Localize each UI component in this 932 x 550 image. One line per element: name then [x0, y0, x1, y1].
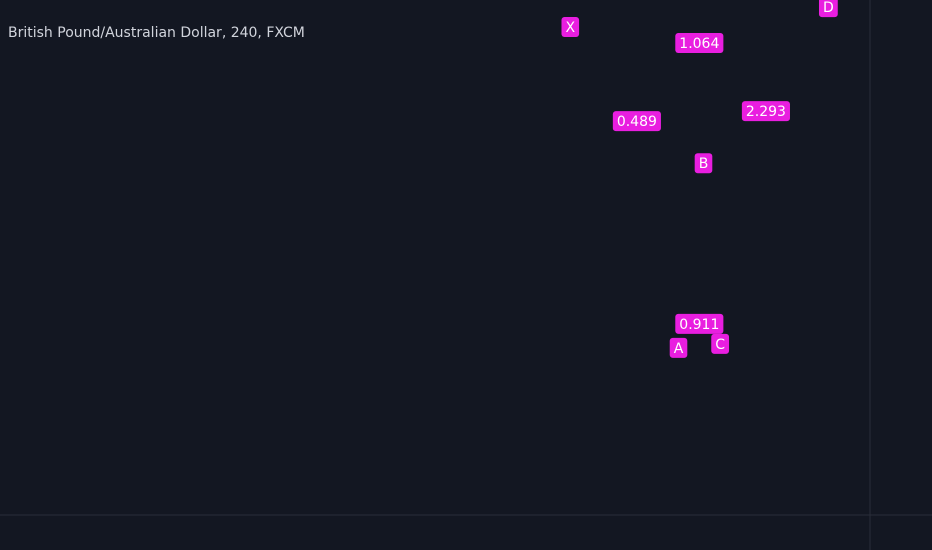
pattern-point-label-group: D [818, 0, 838, 18]
pattern-ratio-label-box [612, 111, 661, 132]
pattern-point-label: C [715, 337, 725, 353]
pattern-point-label-group: X [561, 16, 580, 37]
pattern-point-label-box [561, 16, 580, 37]
pattern-point-label-group: C [711, 333, 730, 354]
pattern-ratio-label: 1.064 [679, 36, 719, 52]
pattern-point-label-group: B [694, 153, 713, 174]
pattern-ratio-label-group: 0.911 [675, 313, 724, 334]
pattern-ratio-label: 0.489 [617, 114, 657, 130]
pattern-point-label-box [818, 0, 838, 18]
pattern-ratio-label-group: 1.064 [675, 33, 724, 54]
pattern-ratio-label: 0.911 [679, 317, 719, 333]
pattern-point-label: A [674, 341, 684, 357]
pattern-point-label-group: A [669, 337, 688, 358]
pattern-point-label-box [669, 337, 688, 358]
pattern-ratio-label-group: 0.489 [612, 111, 661, 132]
pattern-ratio-label-group: 2.293 [741, 101, 790, 122]
pattern-ratio-label-box [675, 33, 724, 54]
chart-title: British Pound/Australian Dollar, 240, FX… [8, 25, 305, 41]
pattern-point-label: D [823, 0, 834, 16]
pattern-point-label-box [711, 333, 730, 354]
pattern-point-label: X [565, 20, 575, 36]
pattern-point-label-box [694, 153, 713, 174]
pattern-ratio-label-box [741, 101, 790, 122]
pattern-ratio-label: 2.293 [746, 104, 786, 120]
pattern-ratio-label-box [675, 313, 724, 334]
pattern-point-label: B [699, 156, 709, 172]
